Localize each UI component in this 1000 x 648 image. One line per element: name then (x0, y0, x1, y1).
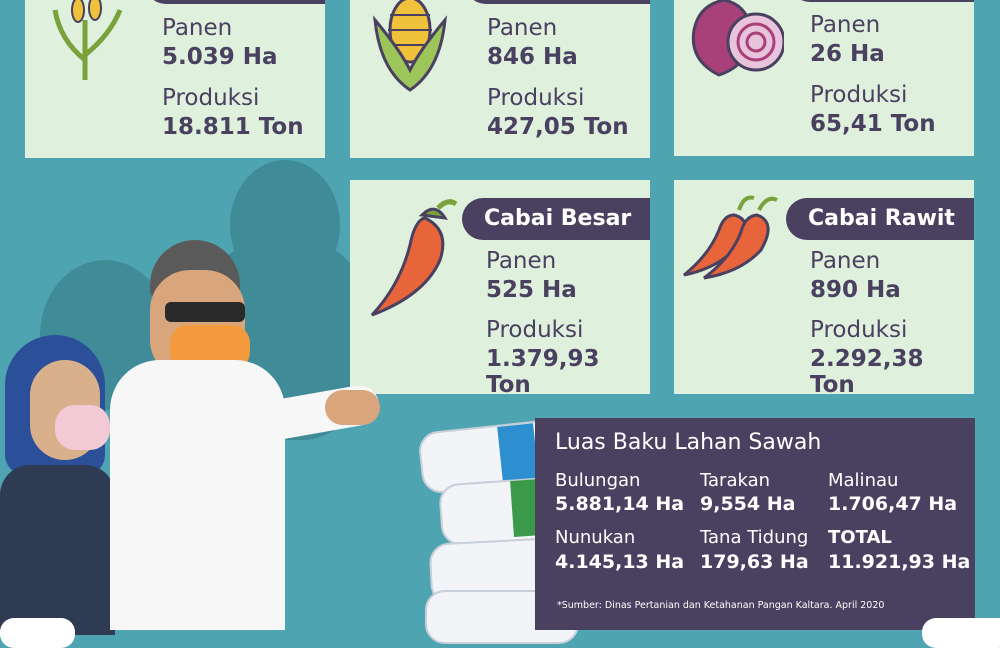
panel-title: Luas Baku Lahan Sawah (555, 430, 822, 455)
panen-label: Panen (810, 12, 881, 38)
total-label: TOTAL (828, 527, 892, 548)
rice-sack-band (497, 423, 539, 483)
corner-shape (0, 618, 75, 648)
source-note: *Sumber: Dinas Pertanian dan Ketahanan P… (557, 600, 885, 611)
region-name: Tarakan (700, 470, 771, 491)
panen-label: Panen (810, 248, 881, 274)
region-name: Bulungan (555, 470, 641, 491)
produksi-label: Produksi (162, 85, 260, 111)
rice-plant-icon (52, 0, 123, 80)
panen-value: 5.039 Ha (162, 44, 278, 70)
region-value: 1.706,47 Ha (828, 493, 958, 515)
commodity-tag (465, 0, 650, 4)
region-name: Nunukan (555, 527, 636, 548)
produksi-label: Produksi (810, 82, 908, 108)
panen-value: 525 Ha (486, 277, 577, 303)
region-name: Tana Tidung (700, 527, 809, 548)
cabai-besar-card: Cabai Besar Panen 525 Ha Produksi 1.379,… (350, 180, 650, 398)
region-value: 9,554 Ha (700, 493, 796, 515)
corn-card: Panen 846 Ha Produksi 427,05 Ton (350, 0, 650, 158)
produksi-value: 427,05 Ton (487, 114, 629, 140)
region-value: 4.145,13 Ha (555, 551, 685, 573)
chili-icon (370, 199, 458, 317)
corner-shape (922, 618, 1000, 648)
produksi-value: 18.811 Ton (162, 114, 304, 140)
panen-label: Panen (162, 15, 233, 41)
bird-eye-chili-icon (683, 195, 778, 280)
panen-label: Panen (486, 248, 557, 274)
panen-value: 846 Ha (487, 44, 578, 70)
panen-value: 26 Ha (810, 41, 885, 67)
region-value: 5.881,14 Ha (555, 493, 685, 515)
commodity-tag (145, 0, 325, 4)
produksi-value: 2.292,38 Ton (810, 346, 924, 398)
commodity-tag (789, 0, 974, 2)
commodity-name: Cabai Besar (462, 198, 650, 240)
onion-card: Panen 26 Ha Produksi 65,41 Ton (674, 0, 974, 156)
corn-icon (373, 0, 447, 92)
produksi-value: 65,41 Ton (810, 111, 936, 137)
commodity-name: Cabai Rawit (786, 198, 974, 240)
region-name: Malinau (828, 470, 899, 491)
region-value: 179,63 Ha (700, 551, 809, 573)
produksi-label: Produksi (487, 85, 585, 111)
panen-value: 890 Ha (810, 277, 901, 303)
produksi-label: Produksi (486, 317, 584, 343)
panen-label: Panen (487, 15, 558, 41)
produksi-value: 1.379,93 Ton (486, 346, 600, 398)
photo-person-man (110, 240, 390, 630)
cabai-rawit-card: Cabai Rawit Panen 890 Ha Produksi 2.292,… (674, 180, 974, 398)
photo-person-woman (0, 335, 115, 635)
luas-baku-panel: Luas Baku Lahan Sawah Bulungan 5.881,14 … (535, 418, 975, 630)
total-value: 11.921,93 Ha (828, 551, 971, 573)
onion-icon (691, 0, 784, 77)
rice-card: Panen 5.039 Ha Produksi 18.811 Ton (25, 0, 325, 158)
produksi-label: Produksi (810, 317, 908, 343)
